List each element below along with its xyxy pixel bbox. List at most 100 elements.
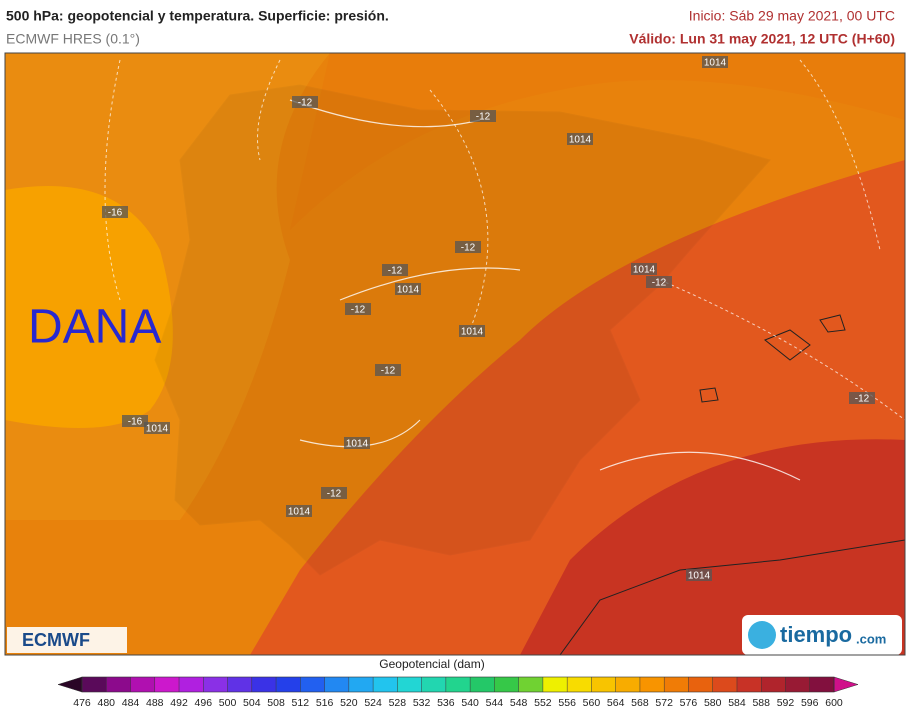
- map-title: 500 hPa: geopotencial y temperatura. Sup…: [6, 8, 389, 24]
- ecmwf-logo: ECMWF: [22, 630, 90, 650]
- label-text: -12: [351, 305, 366, 316]
- label-box: [631, 263, 657, 275]
- colorbar-segment: [591, 677, 616, 692]
- label-box: [686, 569, 712, 581]
- contour-label: -16: [122, 415, 148, 428]
- colorbar-tick-label: 524: [364, 697, 382, 709]
- label-text: -12: [298, 98, 313, 109]
- label-text: -12: [476, 112, 491, 123]
- colorbar-tick-label: 568: [631, 697, 649, 709]
- valid-time: Válido: Lun 31 may 2021, 12 UTC (H+60): [629, 31, 895, 47]
- colorbar-tick-label: 572: [655, 697, 673, 709]
- colorbar-tick-label: 484: [122, 697, 140, 709]
- colorbar-tick-label: 560: [583, 697, 601, 709]
- colorbar-tick-label: 536: [437, 697, 455, 709]
- label-text: -12: [855, 394, 870, 405]
- contour-label: -16: [102, 206, 128, 219]
- colorbar-segment: [712, 677, 737, 692]
- colorbar-segment: [761, 677, 786, 692]
- colorbar-tick-label: 600: [825, 697, 843, 709]
- contour-label: 1014: [344, 437, 370, 450]
- colorbar-segment: [373, 677, 398, 692]
- colorbar-segment: [615, 677, 640, 692]
- colorbar-segment: [154, 677, 180, 692]
- contour-label: -12: [849, 392, 875, 405]
- colorbar-segment: [203, 677, 228, 692]
- label-box: [144, 422, 170, 434]
- colorbar-segment: [324, 677, 349, 692]
- contour-label: 1014: [631, 263, 657, 276]
- label-text: -12: [461, 243, 476, 254]
- label-text: 1014: [704, 58, 727, 69]
- dana-label: DANA: [28, 301, 161, 354]
- colorbar-tick-label: 596: [801, 697, 819, 709]
- contour-label: -12: [470, 110, 496, 123]
- colorbar-segment: [736, 677, 762, 692]
- colorbar-tick-label: 512: [292, 697, 310, 709]
- label-box: [459, 325, 485, 337]
- contour-label: 1014: [459, 325, 485, 338]
- label-box: [345, 303, 371, 315]
- colorbar-tick-label: 516: [316, 697, 334, 709]
- model-name: ECMWF HRES (0.1°): [6, 31, 140, 47]
- colorbar-tick-label: 528: [389, 697, 407, 709]
- colorbar-tick-label: 592: [777, 697, 795, 709]
- label-text: -12: [381, 366, 396, 377]
- colorbar-high: [833, 676, 859, 693]
- map: DANA -12 -12 -12 -12 -12 -12 -12 -12 -12 -16 -16 10…: [5, 53, 905, 655]
- contour-label: -12: [321, 487, 347, 500]
- colorbar-tick-label: 556: [558, 697, 576, 709]
- contour-label: -12: [382, 264, 408, 277]
- contour-label: -12: [345, 303, 371, 316]
- colorbar-tick-label: 552: [534, 697, 552, 709]
- colorbar-tick-label: 580: [704, 697, 722, 709]
- colorbar-tick-label: 548: [510, 697, 528, 709]
- label-box: [102, 206, 128, 218]
- contour-label: 1014: [686, 569, 712, 582]
- init-time: Inicio: Sáb 29 may 2021, 00 UTC: [689, 8, 895, 24]
- label-text: -12: [652, 278, 667, 289]
- label-text: -12: [388, 266, 403, 277]
- colorbar-tick-label: 504: [243, 697, 261, 709]
- label-box: [646, 276, 672, 288]
- colorbar-tick-label: 584: [728, 697, 746, 709]
- tiempo-suffix: .com: [856, 631, 886, 646]
- label-text: 1014: [397, 285, 420, 296]
- colorbar-segment: [348, 677, 374, 692]
- label-text: -16: [128, 417, 143, 428]
- colorbar-tick-label: 500: [219, 697, 237, 709]
- label-box: [321, 487, 347, 499]
- colorbar-segment: [785, 677, 810, 692]
- label-text: 1014: [288, 507, 311, 518]
- contour-label: 1014: [286, 505, 312, 518]
- label-box: [470, 110, 496, 122]
- colorbar-segment: [397, 677, 422, 692]
- label-box: [382, 264, 408, 276]
- contour-label: -12: [646, 276, 672, 289]
- colorbar-segment: [300, 677, 325, 692]
- colorbar-tick-label: 496: [195, 697, 213, 709]
- label-text: 1014: [688, 571, 711, 582]
- colorbar-segment: [251, 677, 277, 692]
- colorbar-tick-label: 544: [486, 697, 504, 709]
- colorbar-segment: [470, 677, 495, 692]
- colorbar-tick-label: 476: [73, 697, 91, 709]
- colorbar-title: Geopotencial (dam): [379, 657, 484, 671]
- colorbar-segment: [445, 677, 471, 692]
- label-box: [292, 96, 318, 108]
- colorbar: 476 480 484 488 492 496 500 504 508 512 516 520 524 5…: [57, 676, 859, 709]
- contour-label: 1014: [702, 56, 728, 69]
- colorbar-segment: [130, 677, 155, 692]
- tiempo-logo: tiempo: [780, 622, 852, 647]
- colorbar-tick-label: 564: [607, 697, 625, 709]
- colorbar-segment: [809, 677, 834, 692]
- label-box: [455, 241, 481, 253]
- colorbar-segment: [688, 677, 713, 692]
- contour-label: 1014: [567, 133, 593, 146]
- contour-label: 1014: [395, 283, 421, 296]
- colorbar-segment: [494, 677, 519, 692]
- contour-label: -12: [375, 364, 401, 377]
- colorbar-segment: [179, 677, 204, 692]
- label-box: [849, 392, 875, 404]
